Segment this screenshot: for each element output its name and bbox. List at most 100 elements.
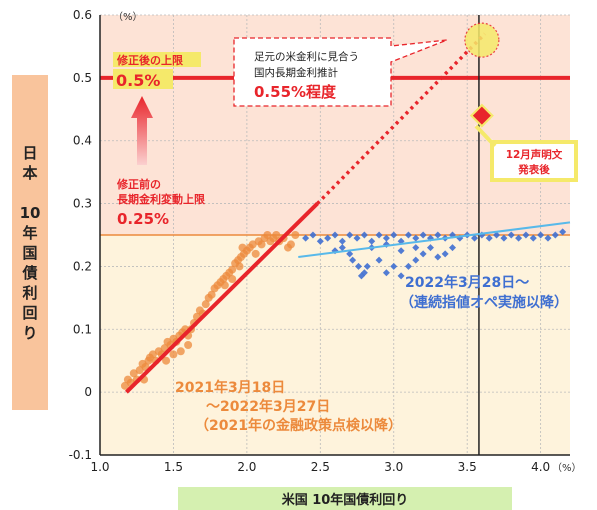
statement-callout-pointer-line: [474, 124, 497, 148]
scatter-point-blue: [316, 237, 324, 245]
x-unit-label: （%）: [552, 462, 582, 474]
scatter-point-orange: [251, 249, 260, 258]
scatter-point-blue: [338, 237, 346, 245]
scatter-point-blue: [485, 234, 493, 242]
ylabel-box: [12, 75, 48, 410]
y-tick-label: 0.5: [73, 71, 92, 85]
scatter-point-blue: [302, 234, 310, 242]
orange-legend-line3: （2021年の金融政策点検以降）: [195, 417, 402, 434]
scatter-point-blue: [375, 256, 383, 264]
trend-lines: [125, 32, 571, 394]
scatter-point-blue: [434, 231, 442, 239]
scatter-point-orange: [228, 275, 237, 283]
ylabel-char: 本: [22, 164, 37, 182]
scatter-point-orange: [135, 366, 144, 375]
y-unit-label: （%）: [113, 11, 143, 23]
ylabel-char: 年: [22, 224, 37, 242]
scatter-point-blue: [551, 231, 559, 239]
before-limit-line2: 長期金利変動上限: [117, 192, 205, 206]
x-tick-label: 2.5: [311, 460, 330, 474]
ylabel-char: 利: [22, 284, 37, 302]
scatter-point-blue: [522, 231, 530, 239]
scatter-point-blue: [493, 231, 501, 239]
scatter-point-blue: [355, 262, 362, 270]
ylabel-char: 国: [22, 244, 37, 262]
y-tick-label: 0.6: [73, 8, 92, 22]
scatter-point-blue: [397, 247, 405, 255]
scatter-point-blue: [529, 234, 537, 242]
scatter-point-blue: [544, 234, 552, 242]
scatter-point-blue: [309, 231, 317, 239]
highlight-markers: [464, 22, 500, 128]
scatter-point-blue: [353, 234, 361, 242]
scatter-point-blue: [375, 231, 383, 239]
statement-line1: 12月声明文: [506, 148, 563, 161]
estimate-line1: 足元の米金利に見合う: [254, 50, 359, 63]
blue-legend-line1: 2022年3月28日～: [405, 274, 529, 291]
y-tick-label: 0.3: [73, 197, 92, 211]
orange-legend-line2: ～2022年3月27日: [206, 398, 330, 415]
trend-line-blue_fit: [298, 221, 571, 258]
estimate-line2: 国内長期金利推計: [254, 66, 338, 79]
scatter-point-orange: [220, 281, 229, 290]
scatter-point-orange: [248, 240, 257, 249]
scatter-point-blue: [507, 231, 515, 239]
estimate-highlight-circle: [464, 22, 500, 58]
scatter-point-blue: [537, 231, 545, 239]
scatter-point-blue: [559, 228, 567, 236]
y-tick-label: 0.1: [73, 322, 92, 336]
scatter-point-orange: [148, 350, 157, 359]
ylabel-char: 回: [22, 304, 37, 322]
scatter-point-blue: [360, 231, 368, 239]
estimate-callout-box: [233, 37, 448, 107]
blue-legend-line2: （連続指値オペ実施以降）: [400, 294, 568, 311]
scatter-point-orange: [176, 347, 185, 356]
scatter-point-blue: [349, 256, 357, 264]
after-limit-value: 0.5%: [116, 71, 160, 90]
scatter-point-blue: [404, 262, 412, 270]
scatter-point-orange: [184, 341, 193, 349]
scatter-point-blue: [515, 234, 523, 242]
up-arrow-icon: [131, 96, 153, 165]
x-tick-label: 3.5: [458, 460, 477, 474]
scatter-point-orange: [162, 356, 171, 365]
xlabel-box: [178, 487, 512, 510]
x-tick-label: 2.0: [237, 460, 256, 474]
scatter-point-orange: [235, 262, 244, 271]
scatter-point-orange: [238, 243, 247, 252]
scatter-point-blue: [412, 256, 420, 264]
after-limit-value-bg: [113, 69, 173, 89]
after-limit-label: 修正後の上限: [116, 53, 183, 67]
y-tick-label: 0.4: [73, 134, 92, 148]
ylabel-char: 10: [20, 204, 41, 222]
scatter-point-orange: [201, 300, 210, 309]
statement-line2: 発表後: [517, 163, 550, 176]
statement-marker: [472, 106, 491, 125]
scatter-point-orange: [207, 290, 216, 299]
orange-legend-line1: 2021年3月18日: [175, 379, 285, 396]
scatter-point-blue: [441, 250, 449, 258]
scatter-point-blue: [331, 231, 339, 239]
scatter-point-orange: [228, 265, 237, 274]
x-tick-label: 1.0: [90, 460, 109, 474]
before-limit-line1: 修正前の: [116, 177, 161, 191]
y-tick-label: 0.2: [73, 259, 92, 273]
scatter-point-blue: [412, 244, 420, 252]
scatter-point-blue: [382, 234, 390, 242]
x-tick-label: 3.0: [384, 460, 403, 474]
tick-labels: -0.1 0 0.1 0.2 0.3 0.4 0.5 0.6 1.0 1.5 2.0 2.5 3.0 3.…: [69, 8, 551, 474]
scatter-point-blue: [346, 231, 354, 239]
x-tick-label: 1.5: [164, 460, 183, 474]
trend-line-orange_fit_extension: [316, 32, 487, 205]
scatter-point-blue: [346, 250, 354, 258]
scatter-point-blue: [368, 237, 376, 245]
scatter-point-blue: [449, 244, 456, 252]
after-limit-label-bg: [113, 52, 201, 67]
scatter-point-blue: [390, 231, 398, 239]
y-tick-label: 0: [84, 385, 92, 399]
scatter-point-orange: [129, 369, 138, 378]
y-axis-label: 日本 10 年国債利回り: [20, 144, 41, 342]
scatter-point-blue: [382, 269, 390, 277]
ylabel-char: り: [22, 324, 37, 342]
